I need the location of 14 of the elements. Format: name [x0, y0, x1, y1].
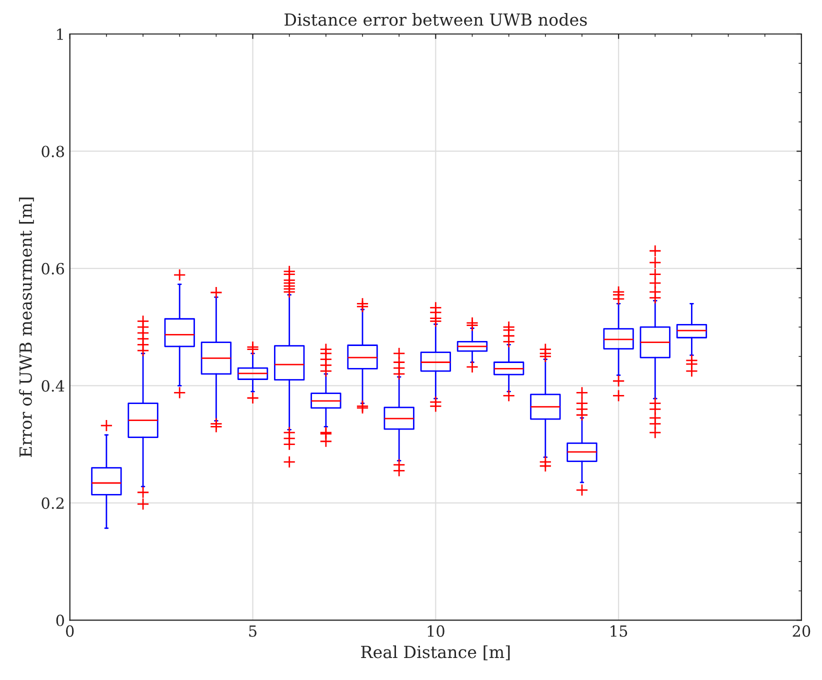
- x-tick-label: 5: [249, 625, 256, 637]
- y-tick-label: 0: [56, 614, 64, 626]
- y-tick-label: 0.8: [42, 146, 64, 158]
- y-tick-label: 0.6: [42, 262, 64, 274]
- y-tick-label: 0.4: [42, 380, 64, 392]
- x-axis-title: Real Distance [m]: [361, 645, 510, 660]
- y-tick-label: 0.2: [42, 497, 64, 509]
- x-tick-label: 20: [792, 625, 810, 637]
- x-tick-label: 10: [428, 625, 444, 637]
- y-axis-title: Error of UWB measurment [m]: [19, 198, 34, 458]
- x-tick-label: 0: [66, 625, 74, 637]
- y-tick-label: 1: [57, 28, 63, 40]
- chart-title: Distance error between UWB nodes: [284, 13, 587, 26]
- x-tick-label: 15: [610, 625, 628, 637]
